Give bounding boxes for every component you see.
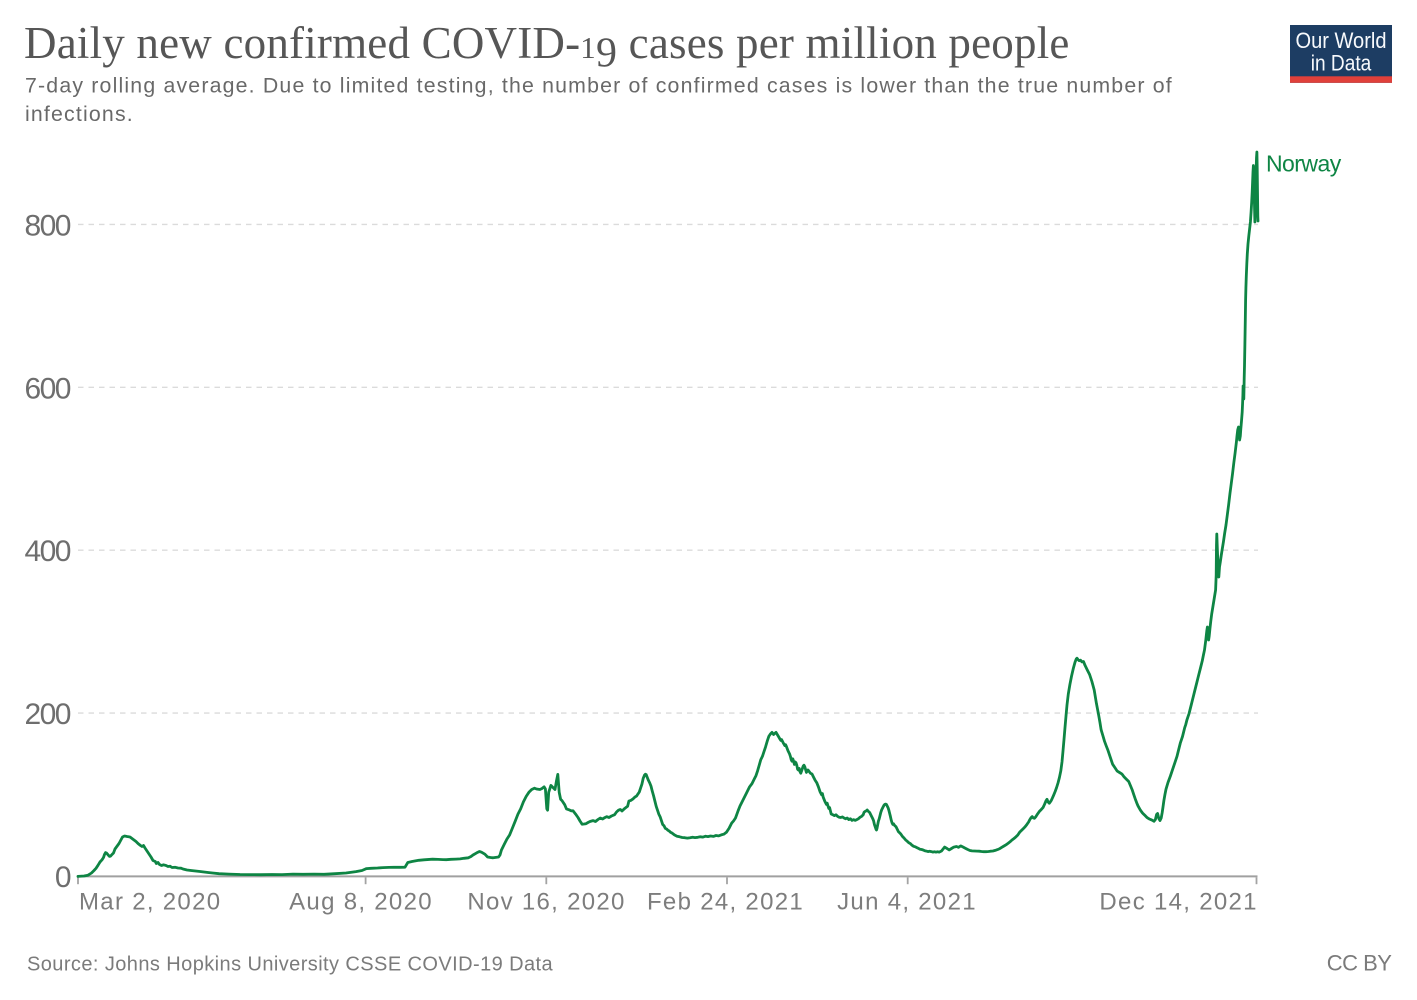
svg-text:0: 0 — [55, 861, 71, 894]
svg-text:in Data: in Data — [1311, 50, 1372, 75]
svg-text:Feb 24, 2021: Feb 24, 2021 — [647, 889, 804, 916]
svg-text:200: 200 — [24, 698, 70, 731]
svg-text:Aug 8, 2020: Aug 8, 2020 — [289, 889, 433, 916]
svg-text:800: 800 — [24, 209, 70, 242]
svg-text:7-day rolling average. Due to: 7-day rolling average. Due to limited te… — [25, 74, 1173, 98]
svg-text:400: 400 — [24, 535, 70, 568]
svg-text:600: 600 — [24, 372, 70, 405]
svg-text:infections.: infections. — [25, 102, 134, 126]
svg-text:Daily new confirmed COVID-19 c: Daily new confirmed COVID-19 cases per m… — [24, 18, 1070, 77]
svg-text:CC BY: CC BY — [1327, 950, 1393, 975]
svg-text:Mar 2, 2020: Mar 2, 2020 — [79, 889, 221, 916]
svg-text:Our World: Our World — [1296, 28, 1387, 53]
svg-text:Norway: Norway — [1266, 151, 1342, 177]
svg-text:Jun 4, 2021: Jun 4, 2021 — [837, 889, 977, 916]
svg-text:Nov 16, 2020: Nov 16, 2020 — [467, 889, 625, 916]
svg-text:Dec 14, 2021: Dec 14, 2021 — [1099, 889, 1257, 916]
svg-text:Source: Johns Hopkins Universi: Source: Johns Hopkins University CSSE CO… — [27, 953, 554, 975]
